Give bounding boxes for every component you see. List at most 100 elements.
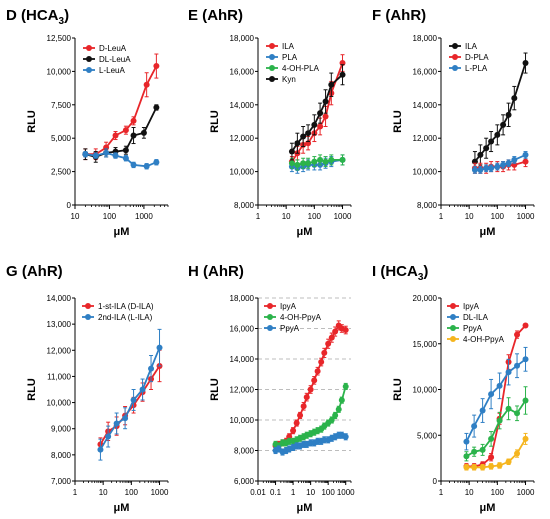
data-point <box>514 362 521 369</box>
x-tick-label: 1000 <box>151 488 169 497</box>
data-point <box>488 391 495 398</box>
x-axis-title: μM <box>114 226 130 238</box>
chart-panel-1: 0 2,500 5,000 7,500 10,000 12,500 10 100 1000 μM R… <box>26 34 169 238</box>
series-3 <box>463 386 529 462</box>
x-axis-title: μM <box>114 502 130 514</box>
y-tick-label: 18,000 <box>230 34 255 43</box>
panel-letter: E <box>188 7 199 24</box>
data-point <box>300 133 307 140</box>
chart-panel-2: 8,000 10,000 12,000 14,000 16,000 18,000 1 10 10… <box>209 34 352 238</box>
data-point <box>143 81 150 88</box>
y-axis-title: RLU <box>392 378 404 401</box>
y-tick-label: 8,000 <box>417 201 438 210</box>
panel-label-subscript: 3 <box>417 272 424 283</box>
y-tick-label: 12,000 <box>47 346 72 355</box>
y-tick-label: 12,000 <box>413 134 438 143</box>
data-point <box>317 123 324 130</box>
y-tick-label: 7,000 <box>51 477 72 486</box>
legend-label: 1-st-ILA (D-ILA) <box>98 302 154 311</box>
y-tick-label: 11,000 <box>47 372 71 381</box>
y-tick-label: 14,000 <box>413 101 438 110</box>
data-point <box>288 148 295 155</box>
x-tick-label: 100 <box>491 212 505 221</box>
panel-title-h: H (AhR) <box>188 263 244 280</box>
y-tick-label: 0 <box>433 477 438 486</box>
chart-panel-4: 7,000 8,000 9,000 10,000 11,000 12,000 13,000 1… <box>26 294 169 514</box>
y-axis-title: RLU <box>26 110 38 133</box>
data-point <box>305 130 312 137</box>
legend-label: 4-OH-PpyA <box>463 335 505 344</box>
series-3 <box>82 148 160 170</box>
data-point <box>496 382 503 389</box>
data-point <box>122 415 129 422</box>
series-2 <box>463 346 529 451</box>
panel-label: AhR <box>208 263 239 280</box>
data-point <box>112 152 119 159</box>
y-tick-label: 9,000 <box>51 425 72 434</box>
x-tick-label: 1 <box>73 488 78 497</box>
legend-swatch-marker <box>450 336 456 342</box>
data-point <box>328 417 335 423</box>
legend-label: D-PLA <box>465 53 489 62</box>
data-point <box>321 349 328 356</box>
legend-swatch-marker <box>450 303 456 309</box>
data-point <box>522 158 529 165</box>
y-tick-label: 8,000 <box>51 451 72 460</box>
data-point <box>294 140 301 147</box>
panel-title-d: D (HCA3) <box>6 7 70 27</box>
data-point <box>463 464 470 471</box>
series-line <box>466 324 527 468</box>
y-tick-label: 0 <box>67 201 72 210</box>
series-1 <box>471 52 529 173</box>
legend-swatch-marker <box>269 54 275 60</box>
y-tick-label: 10,000 <box>47 67 72 76</box>
x-tick-label: 1000 <box>517 212 535 221</box>
data-point <box>339 71 346 78</box>
legend-label: L-LeuA <box>99 66 125 75</box>
y-tick-label: 12,500 <box>47 34 72 43</box>
legend-label: DL-LeuA <box>99 55 131 64</box>
y-axis-title: RLU <box>392 110 404 133</box>
legend-label: PpyA <box>280 324 300 333</box>
x-tick-label: 10 <box>465 488 474 497</box>
y-axis-title: RLU <box>26 378 38 401</box>
data-point <box>514 410 521 417</box>
data-point <box>322 98 329 105</box>
x-tick-label: 0.1 <box>270 488 282 497</box>
series-line <box>85 65 158 156</box>
data-point <box>500 161 507 168</box>
data-point <box>332 328 339 335</box>
data-point <box>505 111 512 118</box>
legend-label: 4-OH-PLA <box>282 64 320 73</box>
data-point <box>479 446 486 453</box>
data-point <box>477 151 484 158</box>
data-point <box>494 131 501 138</box>
y-tick-label: 13,000 <box>47 320 72 329</box>
data-point <box>113 420 120 427</box>
legend-label: PLA <box>282 53 298 62</box>
series-3 <box>272 431 349 456</box>
data-point <box>318 359 325 366</box>
y-tick-label: 5,000 <box>51 134 72 143</box>
data-point <box>505 160 512 167</box>
data-point <box>153 104 160 111</box>
data-point <box>483 165 490 172</box>
data-point <box>156 344 163 351</box>
data-point <box>505 369 512 376</box>
x-tick-label: 10 <box>99 488 108 497</box>
data-point <box>303 394 310 401</box>
data-point <box>505 405 512 412</box>
y-tick-label: 6,000 <box>234 477 255 486</box>
data-point <box>471 423 478 430</box>
data-point <box>511 95 518 102</box>
data-point <box>522 356 529 363</box>
x-tick-label: 100 <box>103 212 117 221</box>
y-tick-label: 10,000 <box>230 168 255 177</box>
y-tick-label: 14,000 <box>230 355 255 364</box>
data-point <box>305 160 312 167</box>
legend-label: ILA <box>465 42 478 51</box>
data-point <box>122 147 129 154</box>
y-tick-label: 10,000 <box>413 168 438 177</box>
y-tick-label: 12,000 <box>230 134 255 143</box>
x-axis-title: μM <box>480 226 496 238</box>
